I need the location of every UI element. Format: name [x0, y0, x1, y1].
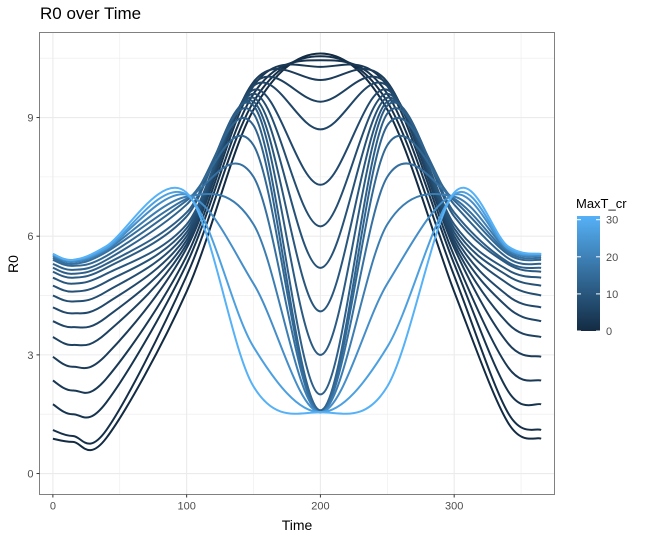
legend-tick-label: 20 [606, 252, 618, 264]
y-tick-label: 6 [27, 231, 33, 243]
series-line-maxt-13 [52, 116, 542, 412]
series-line-maxt-12 [52, 107, 542, 396]
axes: 0 100 200 300 0 3 6 9 [27, 113, 463, 513]
series-line-maxt-11 [52, 101, 542, 356]
series-line-maxt-14 [52, 134, 542, 414]
plot-border [39, 32, 555, 495]
x-tick-label: 300 [445, 501, 463, 513]
series-line-maxt-3 [52, 63, 542, 394]
series-lines [52, 52, 542, 452]
legend-tick-label: 10 [606, 289, 618, 301]
chart-title: R0 over Time [40, 4, 142, 23]
y-axis-title: R0 [5, 255, 21, 273]
x-axis-title: Time [282, 517, 313, 533]
series-line-maxt-16 [52, 162, 542, 414]
legend-title: MaxT_cr [576, 196, 627, 211]
legend-colorbar [577, 216, 600, 331]
legend-tick-label: 30 [606, 215, 618, 227]
series-line-maxt-2 [52, 59, 542, 419]
y-tick-label: 0 [27, 469, 33, 481]
color-legend: MaxT_cr 0 10 20 30 [576, 196, 627, 338]
legend-ticks: 0 10 20 30 [577, 215, 618, 338]
x-tick-label: 200 [311, 501, 329, 513]
series-line-maxt-9 [52, 96, 542, 293]
y-tick-label: 3 [27, 350, 33, 362]
legend-tick-label: 0 [606, 326, 612, 338]
series-line-maxt-6 [52, 81, 542, 329]
series-line-maxt-7 [52, 88, 542, 315]
series-line-maxt-27 [52, 190, 542, 414]
x-tick-label: 100 [177, 501, 195, 513]
y-tick-label: 9 [27, 113, 33, 125]
series-line-maxt-4 [52, 68, 542, 370]
series-line-maxt-8 [52, 92, 542, 303]
series-line-maxt-5 [52, 75, 542, 347]
series-line-maxt-10 [52, 99, 542, 313]
series-line-maxt-31 [52, 186, 542, 415]
x-tick-label: 0 [50, 501, 56, 513]
